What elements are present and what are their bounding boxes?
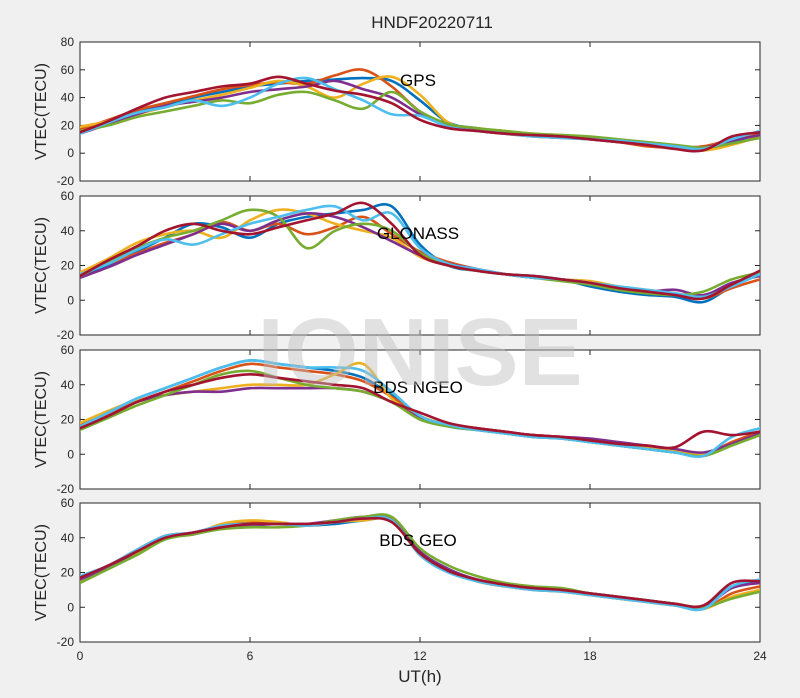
y-axis-label: VTEC(TECU) (33, 217, 50, 314)
y-tick-label: 0 (67, 447, 74, 461)
x-tick-label: 0 (77, 649, 84, 663)
panel-label: BDS GEO (379, 531, 456, 550)
panel-glonass: -20 0 20 40 60 VTEC(TECU) GLONASS (33, 189, 761, 342)
x-tick-label: 18 (583, 649, 597, 663)
axes-box (79, 195, 761, 336)
y-tick-label: 20 (61, 259, 75, 273)
figure-title: HNDF20220711 (371, 13, 493, 32)
series-line-7 (80, 373, 760, 450)
series-group (80, 68, 760, 153)
series-line-6 (80, 76, 760, 151)
axes-box (79, 502, 761, 643)
x-tick-label: 24 (753, 649, 767, 663)
panel-label: GPS (400, 71, 436, 90)
series-group (80, 201, 760, 304)
y-tick-label: 20 (61, 566, 75, 580)
y-tick-label: 60 (61, 63, 75, 77)
y-tick-label: 80 (61, 35, 75, 49)
y-tick-label: 40 (61, 378, 75, 392)
y-tick-label: 60 (61, 189, 75, 203)
panel-label: BDS NGEO (373, 378, 463, 397)
series-line-6 (80, 204, 760, 299)
series-line-7 (80, 516, 760, 609)
y-tick-label: 20 (61, 118, 75, 132)
panel-label: GLONASS (377, 224, 459, 243)
y-tick-label: -20 (57, 328, 75, 342)
y-tick-label: 0 (67, 293, 74, 307)
y-tick-label: 0 (67, 600, 74, 614)
y-tick-label: 40 (61, 531, 75, 545)
y-tick-label: -20 (57, 482, 75, 496)
series-group (80, 513, 760, 612)
y-tick-label: 20 (61, 413, 75, 427)
y-tick-label: 40 (61, 91, 75, 105)
x-tick-label: 6 (247, 649, 254, 663)
y-tick-label: 0 (67, 146, 74, 160)
y-tick-label: 60 (61, 496, 75, 510)
series-line-7 (80, 75, 760, 153)
panel-bds-ngeo: -20 0 20 40 60 VTEC(TECU) BDS NGEO (33, 343, 761, 496)
y-tick-label: 60 (61, 343, 75, 357)
series-group (80, 359, 760, 459)
y-tick-label: -20 (57, 635, 75, 649)
x-tick-label: 12 (413, 649, 427, 663)
y-tick-label: -20 (57, 174, 75, 188)
series-line-7 (80, 201, 760, 301)
y-axis-label: VTEC(TECU) (33, 371, 50, 468)
panel-gps: -20 0 20 40 60 80 VTEC(TECU) GPS (33, 35, 761, 188)
y-axis-label: VTEC(TECU) (33, 63, 50, 160)
series-line-5 (80, 90, 760, 149)
series-line-6 (80, 359, 760, 459)
y-axis-label: VTEC(TECU) (33, 524, 50, 621)
series-line-5 (80, 208, 760, 297)
x-axis-label: UT(h) (398, 667, 441, 686)
y-tick-label: 40 (61, 224, 75, 238)
watermark: IONISE (257, 299, 582, 406)
